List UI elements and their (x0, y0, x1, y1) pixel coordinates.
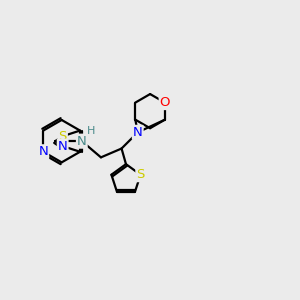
Text: N: N (58, 140, 68, 153)
Text: O: O (160, 96, 170, 109)
Text: S: S (136, 168, 145, 181)
Text: N: N (77, 135, 87, 148)
Text: N: N (38, 145, 48, 158)
Text: S: S (58, 130, 67, 143)
Text: H: H (87, 126, 95, 136)
Text: N: N (133, 126, 142, 139)
